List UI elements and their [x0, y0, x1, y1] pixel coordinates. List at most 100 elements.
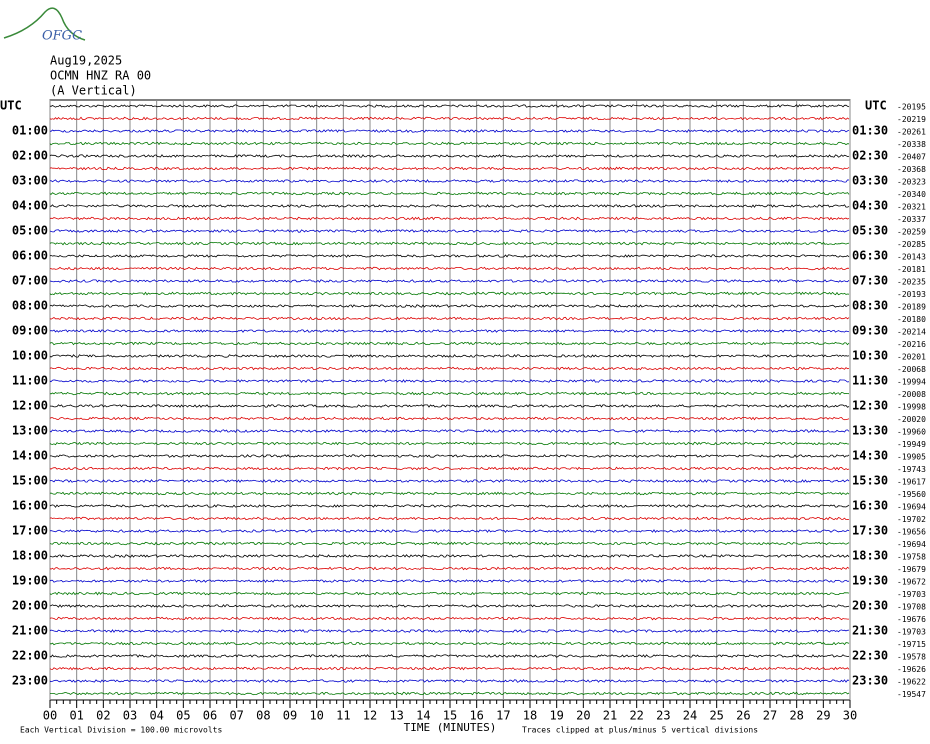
hour-label-right: 06:30 [852, 249, 888, 263]
hour-label-right: 05:30 [852, 224, 888, 238]
offset-label: -19578 [897, 653, 926, 662]
x-tick-label: 12 [363, 709, 377, 723]
trace [49, 566, 850, 571]
offset-label: -19694 [897, 540, 926, 549]
offset-label: -19702 [897, 515, 926, 524]
trace [49, 241, 850, 246]
trace [49, 529, 850, 533]
station: OCMN HNZ RA 00 [50, 69, 151, 83]
hour-label-left: 20:00 [12, 599, 48, 613]
trace [49, 216, 850, 221]
hour-label-right: 04:30 [852, 199, 888, 213]
hour-label-right: 09:30 [852, 324, 888, 338]
hour-label-right: 12:30 [852, 399, 888, 413]
trace [49, 554, 850, 558]
trace [49, 654, 850, 658]
trace [49, 304, 850, 308]
trace [49, 541, 850, 546]
offset-label: -19743 [897, 465, 926, 474]
offset-label: -20368 [897, 165, 926, 174]
offset-label: -19626 [897, 665, 926, 674]
x-tick-label: 28 [789, 709, 803, 723]
trace [49, 616, 849, 621]
offset-label: -19617 [897, 478, 926, 487]
component: (A Vertical) [50, 84, 137, 98]
x-tick-label: 29 [816, 709, 830, 723]
x-tick-label: 01 [69, 709, 83, 723]
offset-label: -20068 [897, 365, 926, 374]
hour-label-left: 01:00 [12, 124, 48, 138]
x-tick-label: 13 [389, 709, 403, 723]
offset-label: -19694 [897, 503, 926, 512]
trace [49, 329, 850, 333]
hour-label-right: 10:30 [852, 349, 888, 363]
hour-label-left: 14:00 [12, 449, 48, 463]
hour-label-right: 14:30 [852, 449, 888, 463]
trace [49, 229, 850, 233]
trace [49, 279, 850, 283]
x-tick-label: 18 [523, 709, 537, 723]
x-tick-label: 26 [736, 709, 750, 723]
x-tick-label: 30 [843, 709, 857, 723]
offset-label: -19960 [897, 428, 926, 437]
hour-label-left: 16:00 [12, 499, 48, 513]
trace [49, 154, 850, 158]
offset-label: -20189 [897, 303, 926, 312]
offset-label: -20259 [897, 228, 926, 237]
trace [49, 416, 850, 421]
hour-label-left: 12:00 [12, 399, 48, 413]
hour-label-left: 19:00 [12, 574, 48, 588]
offset-label: -20020 [897, 415, 926, 424]
hour-label-right: 02:30 [852, 149, 888, 163]
offset-label: -20235 [897, 278, 926, 287]
x-tick-label: 21 [603, 709, 617, 723]
trace [49, 391, 850, 396]
trace [49, 291, 850, 296]
offset-label: -19703 [897, 590, 926, 599]
hour-label-left: 02:00 [12, 149, 48, 163]
x-tick-label: 17 [496, 709, 510, 723]
x-tick-label: 04 [149, 709, 163, 723]
trace [49, 116, 850, 121]
trace [49, 579, 850, 583]
offset-label: -20219 [897, 115, 926, 124]
hour-label-left: 07:00 [12, 274, 48, 288]
trace [49, 266, 850, 271]
x-tick-label: 16 [469, 709, 483, 723]
trace [49, 691, 850, 696]
trace [49, 604, 850, 608]
offset-label: -20338 [897, 140, 926, 149]
trace [49, 641, 850, 646]
trace [49, 466, 850, 471]
x-tick-label: 22 [629, 709, 643, 723]
x-tick-label: 08 [256, 709, 270, 723]
x-tick-label: 02 [96, 709, 110, 723]
offset-label: -20008 [897, 390, 926, 399]
x-tick-label: 20 [576, 709, 590, 723]
offset-label: -20261 [897, 128, 926, 137]
trace [49, 204, 850, 208]
hour-label-right: 19:30 [852, 574, 888, 588]
offset-label: -19715 [897, 640, 926, 649]
hour-label-left: 13:00 [12, 424, 48, 438]
trace [49, 504, 850, 508]
x-tick-label: 00 [43, 709, 57, 723]
trace [49, 354, 850, 358]
x-tick-label: 25 [709, 709, 723, 723]
x-tick-label: 11 [336, 709, 350, 723]
trace [49, 379, 850, 383]
offset-label: -19547 [897, 690, 926, 699]
offset-label: -19949 [897, 440, 926, 449]
hour-label-left: 04:00 [12, 199, 48, 213]
offset-label: -20216 [897, 340, 926, 349]
trace [49, 454, 850, 458]
clip-note: Traces clipped at plus/minus 5 vertical … [522, 726, 758, 735]
offset-label: -19905 [897, 453, 926, 462]
x-tick-label: 15 [443, 709, 457, 723]
hour-label-left: 21:00 [12, 624, 48, 638]
hour-label-left: 03:00 [12, 174, 48, 188]
trace [49, 516, 850, 521]
offset-label: -19679 [897, 565, 926, 574]
scale-note: Each Vertical Division = 100.00 microvol… [20, 726, 222, 735]
offset-label: -20321 [897, 203, 926, 212]
